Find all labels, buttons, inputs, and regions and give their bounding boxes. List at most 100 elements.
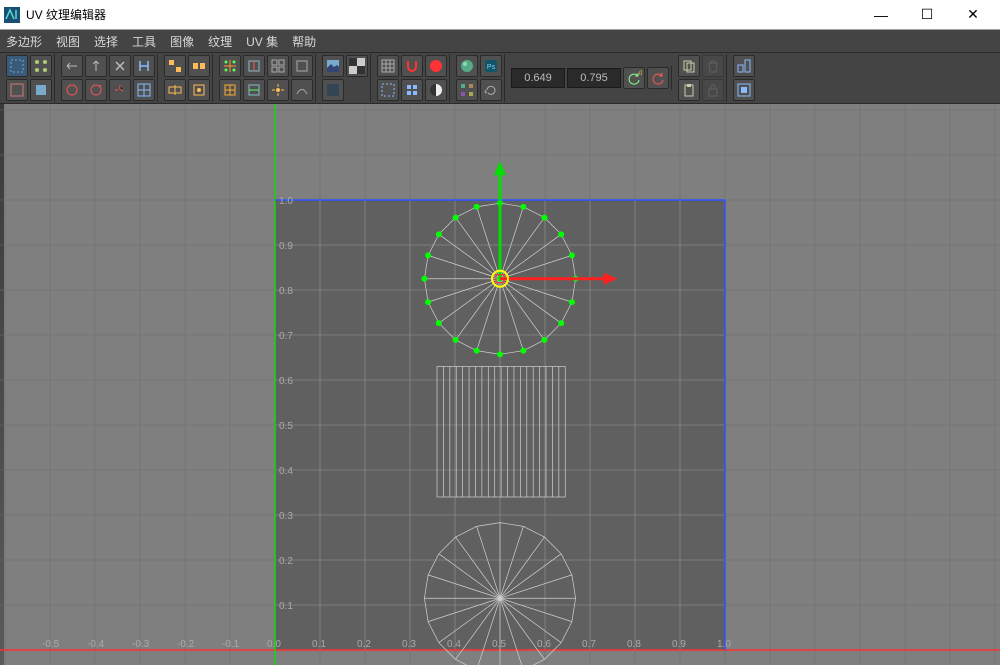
- svg-text:0.3: 0.3: [279, 511, 293, 522]
- uv-canvas[interactable]: -0.5-0.4-0.3-0.2-0.10.00.10.20.30.40.50.…: [0, 104, 1000, 665]
- svg-text:0.6: 0.6: [537, 639, 551, 650]
- isolate-icon[interactable]: [377, 79, 399, 101]
- menu-image[interactable]: 图像: [170, 33, 194, 50]
- svg-text:0.9: 0.9: [279, 241, 293, 252]
- grid-icon[interactable]: [377, 55, 399, 77]
- chan-a-icon[interactable]: [425, 79, 447, 101]
- merge-icon[interactable]: [188, 55, 210, 77]
- copy-icon[interactable]: [678, 55, 700, 77]
- sel-vert-icon[interactable]: [30, 55, 52, 77]
- menu-select[interactable]: 选择: [94, 33, 118, 50]
- sel-shell-icon[interactable]: [6, 55, 28, 77]
- svg-text:-0.4: -0.4: [87, 639, 105, 650]
- svg-text:Ps: Ps: [487, 64, 496, 71]
- snap-icon[interactable]: [267, 79, 289, 101]
- sel-face-icon[interactable]: [30, 79, 52, 101]
- menu-polygons[interactable]: 多边形: [6, 33, 42, 50]
- group-grid: [375, 54, 450, 102]
- update-icon[interactable]: [480, 79, 502, 101]
- toolbelt: Ps 0.649 0.795 0.0: [0, 52, 1000, 104]
- close-button[interactable]: ✕: [950, 0, 996, 30]
- svg-text:-0.3: -0.3: [132, 639, 150, 650]
- group-align: [217, 54, 316, 102]
- wire-icon[interactable]: [456, 79, 478, 101]
- align-min-icon[interactable]: [219, 55, 241, 77]
- window-title: UV 纹理编辑器: [26, 6, 106, 23]
- svg-text:0.4: 0.4: [279, 466, 293, 477]
- svg-text:0.2: 0.2: [357, 639, 371, 650]
- paste-icon[interactable]: [678, 79, 700, 101]
- scale-icon[interactable]: [733, 55, 755, 77]
- svg-text:0.3: 0.3: [402, 639, 416, 650]
- rotate-cw-icon[interactable]: [109, 55, 131, 77]
- group-display: [320, 54, 371, 102]
- coord-u-field[interactable]: 0.649: [511, 68, 565, 88]
- group-extra: [731, 54, 757, 102]
- svg-text:0.7: 0.7: [279, 331, 293, 342]
- align-max-icon[interactable]: [219, 79, 241, 101]
- group-selection: [4, 54, 55, 102]
- split-icon[interactable]: [164, 79, 186, 101]
- psd-icon[interactable]: Ps: [480, 55, 502, 77]
- menu-texture[interactable]: 纹理: [208, 33, 232, 50]
- layout-icon[interactable]: [267, 55, 289, 77]
- group-copy: [676, 54, 727, 102]
- magnet-icon[interactable]: [401, 55, 423, 77]
- menu-help[interactable]: 帮助: [292, 33, 316, 50]
- svg-text:-0.2: -0.2: [177, 639, 195, 650]
- sew-icon[interactable]: [133, 55, 155, 77]
- app-icon: [4, 7, 20, 23]
- normalize-icon[interactable]: [733, 79, 755, 101]
- group-cutsew: [162, 54, 213, 102]
- checker-icon[interactable]: [346, 55, 368, 77]
- window-titlebar: UV 纹理编辑器 — ☐ ✕: [0, 0, 1000, 30]
- reset-icon[interactable]: [647, 67, 669, 89]
- cycle-u-icon[interactable]: [61, 79, 83, 101]
- grid-v-icon[interactable]: [243, 79, 265, 101]
- minimize-button[interactable]: —: [858, 0, 904, 30]
- maximize-button[interactable]: ☐: [904, 0, 950, 30]
- pixel-icon[interactable]: [401, 79, 423, 101]
- svg-text:0.1: 0.1: [279, 601, 293, 612]
- svg-text:0.5: 0.5: [492, 639, 506, 650]
- group-flip: [59, 54, 158, 102]
- menu-tool[interactable]: 工具: [132, 33, 156, 50]
- svg-text:0.7: 0.7: [582, 639, 596, 650]
- svg-text:0.8: 0.8: [627, 639, 641, 650]
- relax-icon[interactable]: [291, 79, 313, 101]
- dimmed-icon[interactable]: [322, 79, 344, 101]
- grid-u-icon[interactable]: [243, 55, 265, 77]
- svg-text:0.5: 0.5: [279, 421, 293, 432]
- rotate-ccw-icon[interactable]: [109, 79, 131, 101]
- menu-view[interactable]: 视图: [56, 33, 80, 50]
- delete-icon: [702, 55, 724, 77]
- menu-bar: 多边形 视图 选择 工具 图像 纹理 UV 集 帮助: [0, 30, 1000, 52]
- group-coords: 0.649 0.795 0.0: [509, 66, 672, 90]
- lock-icon: [702, 79, 724, 101]
- svg-text:0.8: 0.8: [279, 286, 293, 297]
- refresh-icon[interactable]: 0.0: [623, 67, 645, 89]
- menu-uvset[interactable]: UV 集: [246, 33, 278, 50]
- uv-viewport[interactable]: -0.5-0.4-0.3-0.2-0.10.00.10.20.30.40.50.…: [0, 104, 1000, 665]
- svg-text:1.0: 1.0: [279, 196, 293, 207]
- svg-text:1.0: 1.0: [717, 639, 731, 650]
- flip-u-icon[interactable]: [61, 55, 83, 77]
- svg-text:0.0: 0.0: [639, 71, 642, 77]
- svg-text:0.6: 0.6: [279, 376, 293, 387]
- chan-r-icon[interactable]: [425, 55, 447, 77]
- sel-edge-icon[interactable]: [6, 79, 28, 101]
- unfold-icon[interactable]: [291, 55, 313, 77]
- movesew-icon[interactable]: [188, 79, 210, 101]
- group-uvset: Ps: [454, 54, 505, 102]
- cut-icon[interactable]: [164, 55, 186, 77]
- cycle-v-icon[interactable]: [85, 79, 107, 101]
- image-icon[interactable]: [322, 55, 344, 77]
- flip-v-icon[interactable]: [85, 55, 107, 77]
- shade-icon[interactable]: [456, 55, 478, 77]
- svg-text:0.0: 0.0: [267, 639, 281, 650]
- svg-text:0.4: 0.4: [447, 639, 461, 650]
- coord-v-field[interactable]: 0.795: [567, 68, 621, 88]
- svg-text:0.9: 0.9: [672, 639, 686, 650]
- svg-text:-0.1: -0.1: [222, 639, 240, 650]
- lattice-icon[interactable]: [133, 79, 155, 101]
